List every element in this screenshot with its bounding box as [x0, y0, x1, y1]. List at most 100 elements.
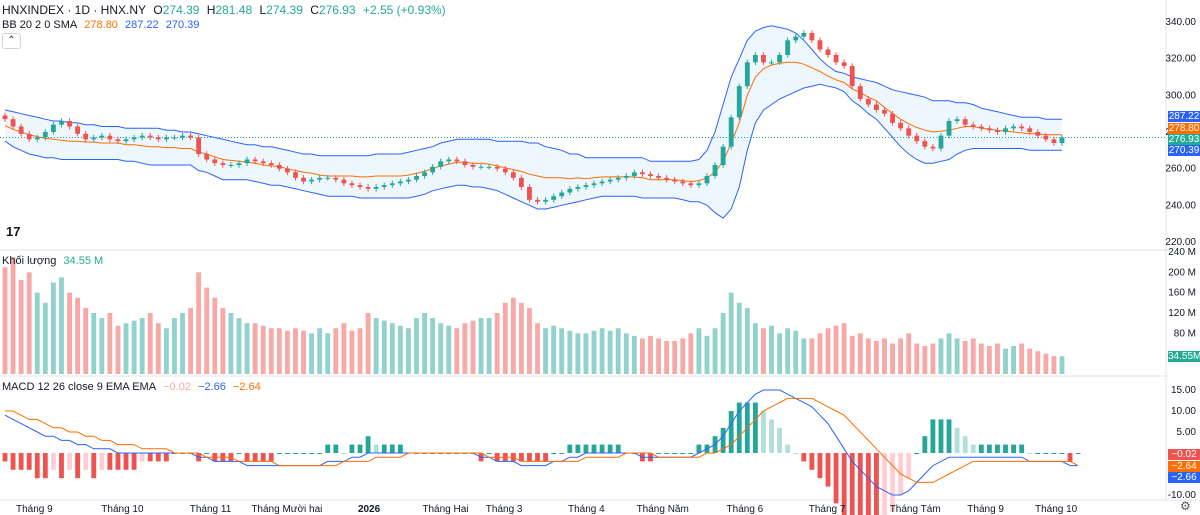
volume-bar [244, 323, 250, 374]
time-tick-label: 2026 [358, 504, 381, 515]
volume-bar [954, 338, 960, 374]
volume-bar [284, 330, 290, 374]
macd-hist-bar [244, 453, 250, 462]
macd-hist-bar [922, 436, 928, 453]
candle-body [341, 179, 347, 184]
macd-hist-bar [680, 453, 686, 454]
volume-bar [397, 325, 403, 374]
volume-bar [293, 328, 298, 374]
macd-hist-bar [809, 453, 815, 470]
macd-hist-bar [615, 444, 621, 453]
close-price-tag: 276.93 [1168, 134, 1200, 145]
macd-hist-bar [761, 411, 766, 453]
volume-bar [220, 307, 226, 374]
time-tick-label: Tháng 11 [190, 504, 232, 515]
macd-hist-bar [720, 427, 726, 453]
macd-hist-bar [26, 453, 32, 470]
volume-bar [123, 323, 129, 374]
candle-body [293, 172, 298, 178]
candle-body [325, 177, 331, 179]
close-value: 276.93 [318, 3, 356, 17]
macd-hist-bar [1035, 453, 1041, 454]
candle-body [18, 126, 24, 134]
candle-body [535, 199, 540, 202]
candle-body [970, 124, 976, 127]
signal-tag: −2.64 [1168, 461, 1200, 472]
macd-hist-bar [930, 419, 936, 453]
volume-bar [430, 318, 436, 374]
candle-body [906, 128, 912, 136]
macd-hist-bar [857, 453, 863, 515]
macd-hist-bar [752, 402, 758, 453]
volume-bar [59, 277, 64, 374]
candle-body [67, 121, 72, 127]
macd-hist-bar [1043, 453, 1049, 454]
candle-body [954, 119, 960, 121]
bollinger-upper-line [4, 25, 1062, 162]
candle-body [946, 121, 952, 136]
volume-bar [446, 325, 452, 374]
candle-body [849, 66, 855, 87]
macd-hist-bar [139, 453, 145, 462]
volume-bar [752, 323, 758, 374]
candle-body [809, 33, 815, 41]
chevron-up-icon[interactable]: ⌃ [2, 33, 21, 49]
volume-bar [454, 328, 460, 374]
candle-body [50, 124, 56, 132]
macd-hist-bar [50, 453, 56, 470]
candle-body [284, 168, 290, 173]
volume-bar [728, 292, 734, 374]
candle-body [373, 187, 379, 189]
gear-icon[interactable]: ⚙ [1180, 499, 1191, 513]
volume-bar [510, 297, 516, 374]
candle-body [115, 139, 121, 142]
candle-body [890, 113, 895, 123]
candle-body [252, 159, 258, 162]
candle-body [42, 132, 48, 138]
candle-body [26, 133, 32, 140]
candle-body [607, 179, 613, 182]
bb-legend[interactable]: BB 20 2 0 SMA 278.80 287.22 270.39 [2, 19, 203, 31]
candle-body [793, 36, 799, 41]
macd-hist-bar [551, 453, 557, 454]
candle-body [752, 55, 758, 63]
candle-body [680, 181, 686, 184]
volume-bar [535, 323, 540, 374]
volume-bar [34, 292, 40, 374]
candle-body [188, 135, 194, 138]
macd-hist-bar [381, 444, 387, 453]
volume-bar [252, 323, 258, 374]
candle-body [1051, 139, 1057, 143]
volume-legend[interactable]: Khối lượng 34.55 M [2, 255, 107, 267]
volume-bar [938, 338, 944, 374]
volume-bar [422, 313, 427, 374]
candle-body [228, 165, 234, 166]
candle-body [349, 183, 355, 186]
volume-bar [704, 335, 710, 374]
volume-bar [833, 325, 839, 374]
volume-bar [462, 323, 468, 374]
macd-hist-bar [83, 453, 89, 470]
volume-bar [906, 333, 912, 374]
macd-hist-bar [107, 453, 113, 470]
candle-body [131, 137, 137, 140]
volume-bar [381, 320, 387, 374]
symbol-label[interactable]: HNXINDEX · 1D · HNX.NY [2, 3, 147, 17]
volume-bar [188, 307, 194, 374]
candle-body [75, 126, 81, 134]
volume-bar [761, 328, 766, 374]
high-value: 281.48 [215, 3, 253, 17]
price-tick-label: 260.00 [1165, 164, 1196, 175]
candle-body [978, 126, 984, 129]
bb-upper: 287.22 [125, 19, 159, 31]
macd-hist-bar [333, 444, 339, 453]
volume-bar [196, 272, 202, 374]
tradingview-logo-icon[interactable]: 17 [6, 224, 21, 239]
volume-bar [163, 328, 169, 374]
price-tick-label: 320.00 [1165, 54, 1196, 65]
macd-hist-bar [147, 453, 153, 462]
time-tick-label: Tháng Tám [890, 504, 941, 515]
volume-bar [99, 318, 105, 374]
macd-legend[interactable]: MACD 12 26 close 9 EMA EMA −0.02 −2.66 −… [2, 381, 265, 393]
